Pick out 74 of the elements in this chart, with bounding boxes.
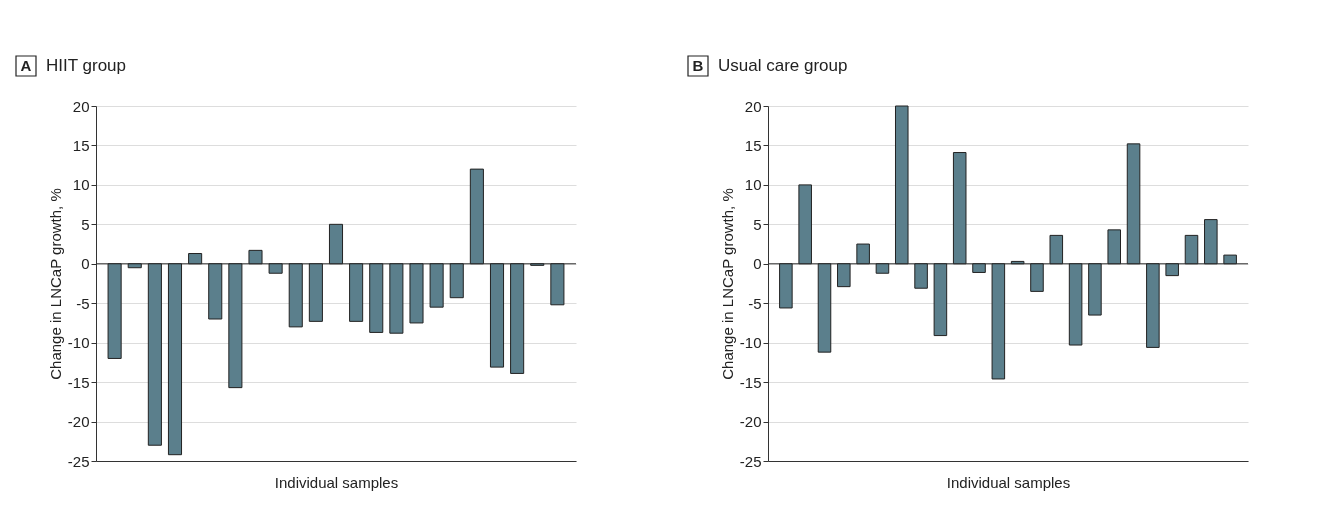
bar: [369, 263, 384, 333]
bar: [288, 263, 303, 328]
bar: [837, 263, 851, 288]
bar: [914, 263, 928, 289]
bar: [933, 263, 948, 337]
bar: [107, 263, 122, 359]
text: B: [692, 57, 704, 74]
bar: [208, 263, 223, 320]
y-tick-label: -20: [67, 413, 90, 431]
bar: [1068, 263, 1083, 346]
bar: [894, 105, 909, 265]
bar: [1146, 263, 1160, 348]
y-tick-label: -15: [67, 373, 90, 391]
bar: [328, 223, 344, 265]
bar: [308, 263, 323, 322]
bar: [1165, 263, 1179, 277]
x-axis-title: Individual samples: [946, 473, 1071, 491]
y-tick-label: 10: [72, 176, 90, 194]
bar: [389, 263, 404, 334]
bar: [489, 263, 505, 368]
text: A: [20, 57, 32, 74]
y-tick-label: -25: [67, 452, 90, 470]
bar: [779, 263, 793, 309]
y-tick-label: 0: [81, 255, 90, 273]
bar: [856, 243, 870, 265]
y-tick-label: 20: [744, 97, 762, 115]
bar: [469, 168, 484, 265]
bar: [409, 263, 424, 324]
y-tick-label: 20: [72, 97, 90, 115]
y-tick-label: 10: [744, 176, 762, 194]
y-tick-label: -25: [739, 452, 762, 470]
bar: [147, 263, 162, 446]
bar: [1184, 234, 1199, 265]
bar: [1010, 260, 1025, 265]
bar: [972, 263, 986, 273]
x-axis-title: Individual samples: [274, 473, 399, 491]
chart-title: Usual care group: [718, 56, 848, 75]
bar: [875, 263, 890, 274]
y-axis-title: Change in LNCaP growth, %: [46, 188, 64, 380]
y-axis-title: Change in LNCaP growth, %: [718, 188, 736, 380]
y-tick-label: 5: [753, 215, 762, 233]
bar: [550, 263, 565, 306]
y-tick-label: -5: [76, 294, 90, 312]
bar: [991, 263, 1006, 380]
y-tick-label: -10: [67, 334, 90, 352]
bar: [167, 263, 183, 456]
bar: [1088, 263, 1102, 316]
y-tick-label: 15: [744, 136, 762, 154]
y-tick-label: 5: [81, 215, 90, 233]
bar: [248, 249, 263, 265]
bar: [349, 263, 364, 322]
bar: [798, 184, 812, 265]
bar: [1126, 143, 1141, 265]
bar: [510, 263, 525, 374]
y-tick-label: 0: [753, 255, 762, 273]
bar: [449, 263, 464, 299]
bar: [817, 263, 832, 353]
bar: [1049, 234, 1064, 265]
bar: [1204, 219, 1218, 265]
bar: [952, 152, 967, 265]
y-tick-label: -5: [748, 294, 762, 312]
bar: [127, 263, 142, 269]
y-tick-label: -10: [739, 334, 762, 352]
chart-title: HIIT group: [46, 56, 127, 75]
bar: [1107, 229, 1122, 265]
y-tick-label: 15: [72, 136, 90, 154]
bar: [429, 263, 444, 308]
bar: [188, 253, 203, 265]
bar: [1030, 263, 1044, 292]
bar: [268, 263, 283, 274]
bar: [1223, 254, 1237, 265]
y-tick-label: -20: [739, 413, 762, 431]
y-tick-label: -15: [739, 373, 762, 391]
bar: [228, 263, 243, 389]
